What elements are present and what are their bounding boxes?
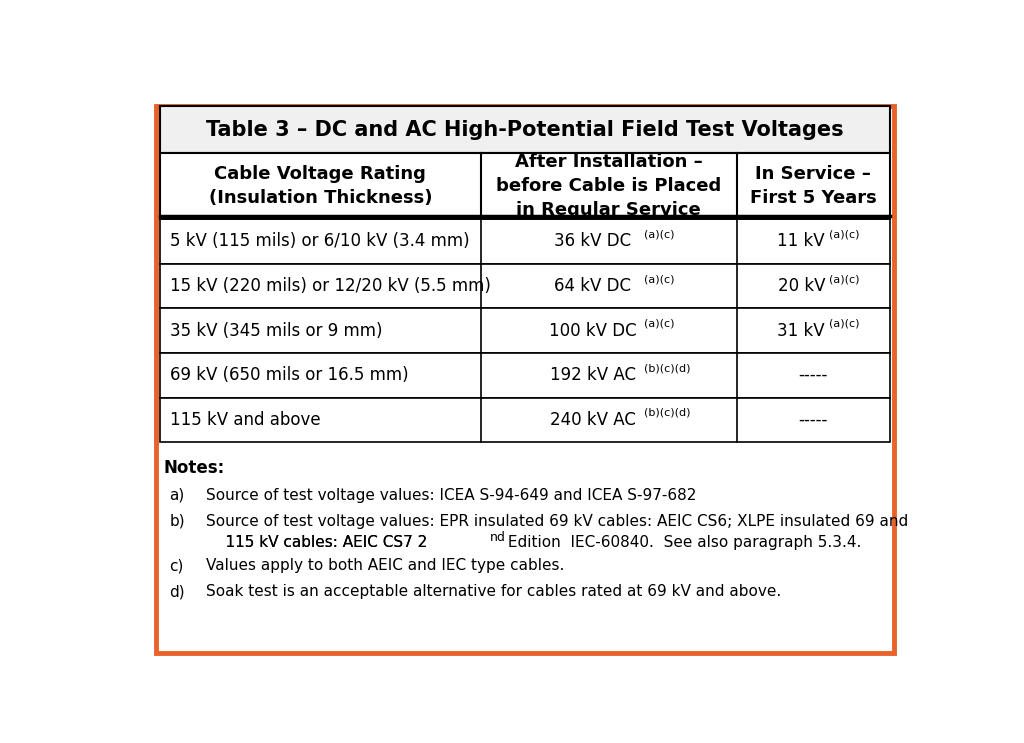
Text: b): b) <box>169 513 185 529</box>
Text: 20 kV: 20 kV <box>777 277 825 295</box>
Text: a): a) <box>169 488 184 503</box>
Bar <box>160 308 890 353</box>
Text: 31 kV: 31 kV <box>777 322 825 340</box>
Text: Values apply to both AEIC and IEC type cables.: Values apply to both AEIC and IEC type c… <box>206 558 564 574</box>
Bar <box>160 219 890 264</box>
Bar <box>160 353 890 398</box>
Text: 15 kV (220 mils) or 12/20 kV (5.5 mm): 15 kV (220 mils) or 12/20 kV (5.5 mm) <box>170 277 490 295</box>
Text: 5 kV (115 mils) or 6/10 kV (3.4 mm): 5 kV (115 mils) or 6/10 kV (3.4 mm) <box>170 233 470 250</box>
Text: 115 kV cables: AEIC CS7 2: 115 kV cables: AEIC CS7 2 <box>206 536 427 551</box>
Text: Cable Voltage Rating
(Insulation Thickness): Cable Voltage Rating (Insulation Thickne… <box>209 165 432 207</box>
Text: (b)(c)(d): (b)(c)(d) <box>644 408 691 418</box>
Text: Table 3 – DC and AC High-Potential Field Test Voltages: Table 3 – DC and AC High-Potential Field… <box>206 120 844 140</box>
Text: -----: ----- <box>799 411 827 429</box>
Text: (a)(c): (a)(c) <box>829 319 859 328</box>
Text: (a)(c): (a)(c) <box>829 274 859 284</box>
Text: (b)(c)(d): (b)(c)(d) <box>644 363 691 373</box>
Text: (a)(c): (a)(c) <box>644 230 675 239</box>
Text: Edition  IEC-60840.  See also paragraph 5.3.4.: Edition IEC-60840. See also paragraph 5.… <box>504 536 862 551</box>
Text: d): d) <box>169 584 185 599</box>
Text: 64 kV DC: 64 kV DC <box>554 277 632 295</box>
Text: 36 kV DC: 36 kV DC <box>554 233 632 250</box>
Bar <box>160 106 890 153</box>
Text: 35 kV (345 mils or 9 mm): 35 kV (345 mils or 9 mm) <box>170 322 383 340</box>
Text: -----: ----- <box>799 366 827 384</box>
Text: 240 kV AC: 240 kV AC <box>550 411 636 429</box>
Text: Source of test voltage values: ICEA S-94-649 and ICEA S-97-682: Source of test voltage values: ICEA S-94… <box>206 488 696 503</box>
Text: (a)(c): (a)(c) <box>829 230 859 239</box>
Text: After Installation –
before Cable is Placed
in Regular Service: After Installation – before Cable is Pla… <box>497 153 721 219</box>
Text: 115 kV and above: 115 kV and above <box>170 411 321 429</box>
Text: Notes:: Notes: <box>164 459 225 477</box>
Text: c): c) <box>169 558 183 574</box>
Text: 100 kV DC: 100 kV DC <box>549 322 637 340</box>
Bar <box>160 264 890 308</box>
Text: 192 kV AC: 192 kV AC <box>550 366 636 384</box>
Text: (a)(c): (a)(c) <box>644 274 675 284</box>
Text: In Service –
First 5 Years: In Service – First 5 Years <box>750 165 877 207</box>
Bar <box>160 398 890 442</box>
Text: 69 kV (650 mils or 16.5 mm): 69 kV (650 mils or 16.5 mm) <box>170 366 409 384</box>
Text: Soak test is an acceptable alternative for cables rated at 69 kV and above.: Soak test is an acceptable alternative f… <box>206 584 781 599</box>
Text: nd: nd <box>489 531 506 544</box>
Text: Source of test voltage values: EPR insulated 69 kV cables: AEIC CS6; XLPE insula: Source of test voltage values: EPR insul… <box>206 513 908 550</box>
Text: (a)(c): (a)(c) <box>644 319 675 328</box>
Text: 11 kV: 11 kV <box>777 233 825 250</box>
